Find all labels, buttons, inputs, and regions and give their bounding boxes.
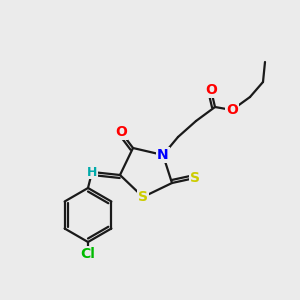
Text: Cl: Cl	[81, 247, 95, 261]
Text: O: O	[226, 103, 238, 117]
Text: S: S	[190, 171, 200, 185]
Text: H: H	[87, 166, 97, 178]
Text: N: N	[157, 148, 169, 162]
Text: S: S	[138, 190, 148, 204]
Text: O: O	[115, 125, 127, 139]
Text: O: O	[205, 83, 217, 97]
